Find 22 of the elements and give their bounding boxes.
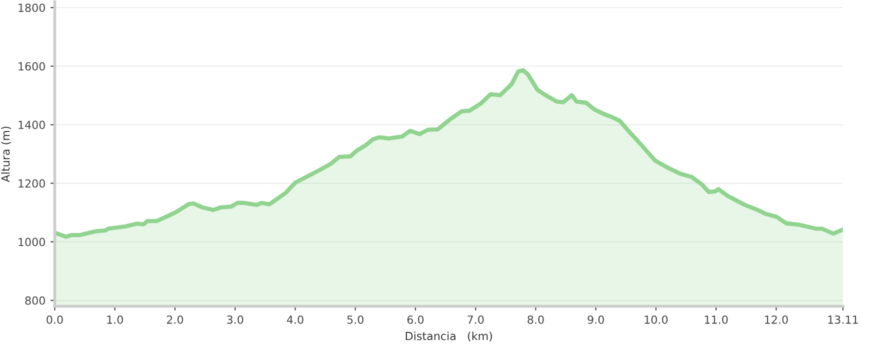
x-tick-label: 2.0	[166, 315, 184, 324]
x-tick-label: 3.0	[227, 315, 244, 324]
x-tick-label: 9.0	[588, 315, 604, 324]
x-tick-label: 4.0	[286, 315, 304, 324]
y-tick-label: 1400	[18, 120, 45, 130]
y-tick-label: 1600	[18, 62, 45, 71]
x-axis-title: Distancia (km)	[406, 332, 492, 342]
x-tick-label: 1.0	[107, 315, 123, 324]
x-tick-label: 7.0	[468, 315, 484, 324]
x-tick-label: 10.0	[644, 315, 668, 324]
x-tick-label: 13.11	[828, 315, 858, 324]
x-tick-label: 12.0	[765, 315, 788, 324]
x-tick-label: 5.0	[347, 315, 364, 324]
x-tick-label: 0.0	[46, 315, 63, 324]
x-tick-label: 11.0	[704, 315, 728, 324]
y-tick-label: 800	[25, 296, 45, 305]
y-tick-label: 1000	[18, 238, 45, 246]
y-tick-label: 1200	[18, 179, 45, 188]
x-tick-label: 6.0	[407, 315, 424, 324]
y-axis-title: Altura (m)	[1, 126, 12, 182]
x-tick-label: 8.0	[528, 315, 544, 324]
y-tick-label: 1800	[18, 4, 45, 12]
